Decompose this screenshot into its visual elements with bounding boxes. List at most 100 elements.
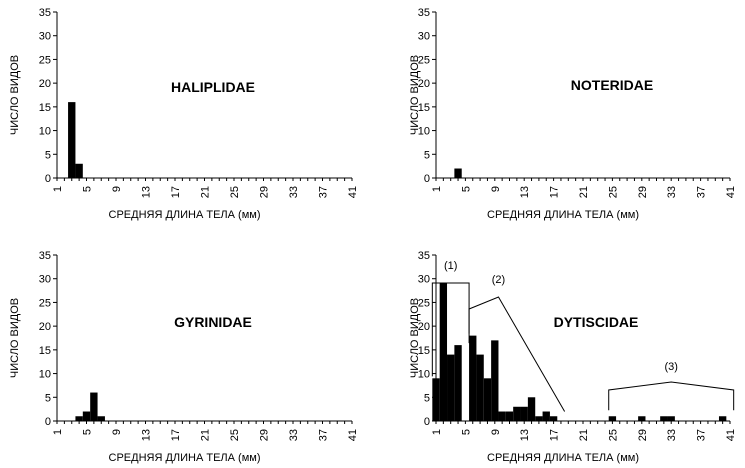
- x-tick-label: 17: [549, 429, 561, 441]
- x-tick-label: 13: [519, 429, 531, 441]
- x-tick-label: 17: [170, 429, 182, 441]
- x-tick-label: 1: [52, 429, 64, 435]
- x-tick-label: 21: [200, 429, 212, 441]
- y-tick-label: 0: [45, 416, 51, 428]
- x-tick-label: 21: [578, 186, 590, 198]
- y-tick-label: 5: [45, 392, 51, 404]
- y-tick-label: 35: [418, 250, 430, 262]
- x-tick-label: 9: [111, 186, 123, 192]
- y-tick-label: 25: [39, 297, 51, 309]
- y-tick-label: 35: [39, 250, 51, 262]
- x-axis-label: СРЕДНЯЯ ДЛИНА ТЕЛА (мм): [487, 452, 639, 464]
- bar: [608, 416, 617, 421]
- bar: [439, 283, 448, 421]
- y-tick-label: 5: [45, 149, 51, 161]
- y-tick-label: 25: [418, 297, 430, 309]
- annotation-bracket: [608, 381, 735, 411]
- x-tick-label: 13: [141, 429, 153, 441]
- bar: [476, 354, 484, 421]
- bar: [527, 397, 536, 421]
- y-tick-label: 35: [39, 7, 51, 19]
- y-axis-label: ЧИСЛО ВИДОВ: [409, 55, 421, 135]
- bar: [520, 406, 528, 421]
- x-tick-label: 21: [578, 429, 590, 441]
- x-tick-label: 25: [229, 186, 241, 198]
- y-tick-label: 30: [39, 274, 51, 286]
- bar: [483, 378, 492, 421]
- x-tick-label: 9: [111, 429, 123, 435]
- y-tick-label: 0: [424, 416, 430, 428]
- bar: [638, 416, 646, 421]
- bar: [469, 335, 477, 421]
- y-tick-label: 0: [424, 173, 430, 185]
- bar: [90, 392, 98, 421]
- bar: [505, 411, 514, 421]
- y-tick-label: 20: [418, 78, 430, 90]
- x-tick-label: 41: [725, 429, 737, 441]
- x-tick-label: 9: [490, 429, 502, 435]
- x-tick-label: 17: [170, 186, 182, 198]
- y-tick-label: 5: [424, 392, 430, 404]
- x-tick-label: 41: [347, 429, 359, 441]
- y-axis-label: ЧИСЛО ВИДОВ: [9, 55, 21, 135]
- x-tick-label: 33: [666, 186, 678, 198]
- x-tick-label: 5: [82, 429, 94, 435]
- chart-title: HALIPLIDAE: [171, 79, 255, 95]
- y-tick-label: 15: [418, 345, 430, 357]
- y-tick-label: 10: [39, 126, 51, 138]
- x-tick-label: 41: [725, 186, 737, 198]
- bar: [97, 416, 105, 421]
- bar: [454, 168, 462, 178]
- bar: [718, 416, 727, 421]
- annotation-bracket: [468, 296, 566, 412]
- x-tick-label: 29: [637, 429, 649, 441]
- x-tick-label: 1: [431, 186, 443, 192]
- y-tick-label: 20: [39, 321, 51, 333]
- x-tick-label: 13: [141, 186, 153, 198]
- x-tick-label: 37: [696, 186, 708, 198]
- y-tick-label: 30: [418, 31, 430, 43]
- x-axis-label: СРЕДНЯЯ ДЛИНА ТЕЛА (мм): [109, 452, 261, 464]
- y-tick-label: 30: [39, 31, 51, 43]
- y-tick-label: 10: [418, 369, 430, 381]
- x-tick-label: 37: [318, 429, 330, 441]
- x-axis-label: СРЕДНЯЯ ДЛИНА ТЕЛА (мм): [109, 209, 261, 221]
- y-tick-label: 20: [39, 78, 51, 90]
- bar: [447, 354, 455, 421]
- y-tick-label: 0: [45, 173, 51, 185]
- x-tick-label: 5: [460, 429, 472, 435]
- annotation-label: (2): [492, 274, 505, 286]
- y-axis-label: ЧИСЛО ВИДОВ: [409, 298, 421, 378]
- y-tick-label: 15: [39, 102, 51, 114]
- x-tick-label: 29: [259, 186, 271, 198]
- x-tick-label: 1: [431, 429, 443, 435]
- x-tick-label: 41: [347, 186, 359, 198]
- bar: [513, 406, 521, 421]
- y-tick-label: 25: [418, 54, 430, 66]
- bar: [549, 416, 558, 421]
- x-tick-label: 25: [607, 186, 619, 198]
- y-tick-label: 15: [418, 102, 430, 114]
- x-axis-label: СРЕДНЯЯ ДЛИНА ТЕЛА (мм): [487, 209, 639, 221]
- x-tick-label: 5: [82, 186, 94, 192]
- x-tick-label: 33: [666, 429, 678, 441]
- y-tick-label: 35: [418, 7, 430, 19]
- x-tick-label: 13: [519, 186, 531, 198]
- y-tick-label: 5: [424, 149, 430, 161]
- x-tick-label: 29: [259, 429, 271, 441]
- bar: [454, 345, 462, 421]
- x-tick-label: 25: [607, 429, 619, 441]
- y-tick-label: 10: [39, 369, 51, 381]
- y-tick-label: 15: [39, 345, 51, 357]
- chart-title: NOTERIDAE: [571, 77, 653, 93]
- x-tick-label: 9: [490, 186, 502, 192]
- bar: [542, 411, 550, 421]
- y-tick-label: 25: [39, 54, 51, 66]
- y-tick-label: 30: [418, 274, 430, 286]
- chart-title: DYTISCIDAE: [554, 314, 639, 330]
